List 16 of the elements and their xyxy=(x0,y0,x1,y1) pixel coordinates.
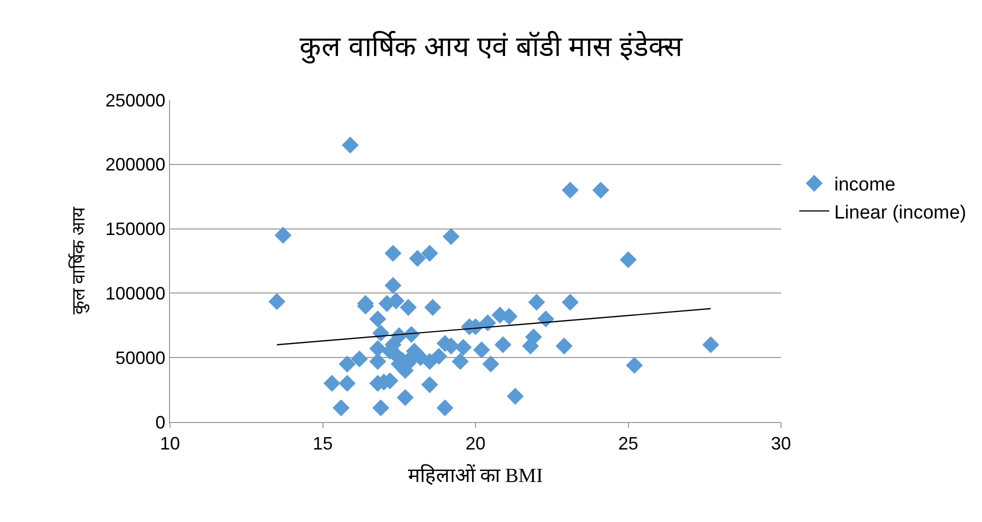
legend-label: Linear (income) xyxy=(834,202,966,224)
x-tick-label: 20 xyxy=(465,434,486,454)
y-axis-title: कुल वार्षिक आय xyxy=(68,206,90,314)
y-tick-label: 150000 xyxy=(105,219,166,240)
x-tick-label: 30 xyxy=(770,434,792,454)
y-tick-label: 100000 xyxy=(105,284,166,304)
x-tick-label: 15 xyxy=(312,434,333,454)
chart-title: कुल वार्षिक आय एवं बॉडी मास इंडेक्स xyxy=(300,30,684,64)
x-tick-label: 10 xyxy=(160,434,180,454)
legend-label: income xyxy=(834,174,896,196)
x-tick-label: 25 xyxy=(618,434,638,454)
x-axis-title: महिलाओं का BMI xyxy=(408,464,543,488)
y-tick-label: 0 xyxy=(155,412,166,432)
y-tick-label: 200000 xyxy=(105,154,166,175)
y-tick-label: 50000 xyxy=(115,348,166,368)
y-tick-label: 250000 xyxy=(105,90,166,110)
